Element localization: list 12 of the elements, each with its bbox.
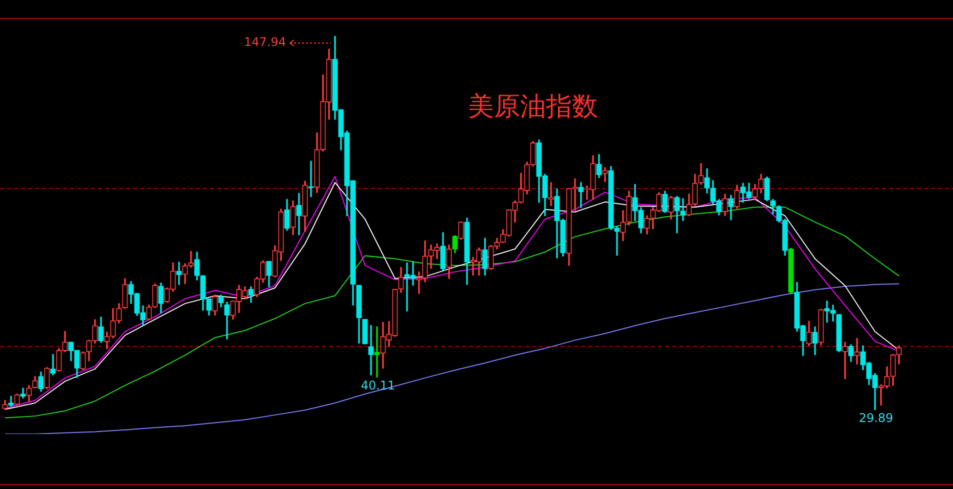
annotation: 147.94 (244, 35, 286, 50)
candlestick (176, 262, 182, 285)
candlestick (368, 324, 374, 376)
text: 美原油指数 (468, 92, 598, 122)
candlestick (854, 338, 860, 364)
candlestick (20, 388, 26, 398)
annotation: 40.11 (360, 378, 396, 392)
annotation: 29.89 (858, 410, 894, 425)
candlestick (842, 342, 848, 380)
candlestick (50, 354, 56, 376)
candlestick (680, 198, 686, 221)
candlestick (578, 182, 584, 208)
